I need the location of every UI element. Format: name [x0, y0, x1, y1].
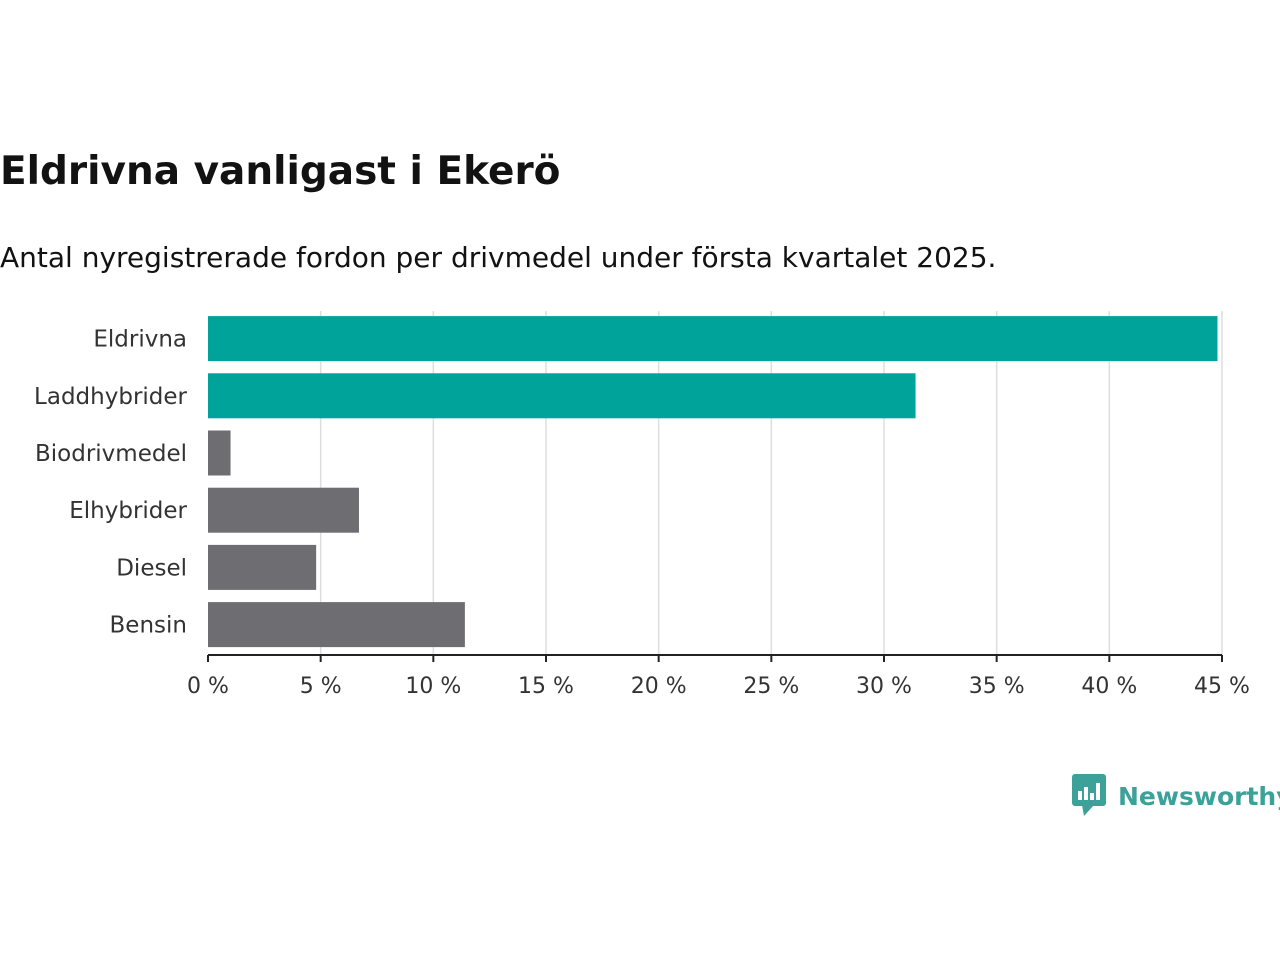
chart-title: Eldrivna vanligast i Ekerö — [0, 149, 561, 194]
category-label: Laddhybrider — [34, 384, 187, 410]
brand-name: Newsworthy — [1118, 781, 1280, 811]
newsworthy-logo[interactable]: Newsworthy — [1072, 774, 1280, 818]
x-tick-label: 45 % — [1194, 674, 1250, 699]
x-tick-label: 5 % — [300, 674, 342, 699]
category-labels: Eldrivna Laddhybrider Biodrivmedel Elhybrid… — [34, 327, 187, 639]
category-label: Bensin — [110, 613, 187, 639]
newsworthy-bar-chart-logo-icon — [1072, 774, 1106, 816]
chart-subtitle: Antal nyregistrerade fordon per drivmede… — [0, 241, 997, 274]
x-tick-label: 30 % — [856, 674, 912, 699]
bar-biodrivmedel — [208, 430, 231, 476]
x-axis: 0 % 5 % 10 % 15 % 20 % 25 % 30 % 35 % 40 % 45 % — [187, 654, 1250, 699]
category-label: Diesel — [116, 555, 187, 581]
bar-eldrivna — [208, 316, 1218, 362]
x-tick-label: 20 % — [631, 674, 687, 699]
x-tick-label: 35 % — [969, 674, 1025, 699]
bars — [208, 316, 1218, 648]
category-label: Elhybrider — [69, 498, 187, 524]
bar-chart: Eldrivna Laddhybrider Biodrivmedel Elhybrid… — [34, 311, 1250, 699]
bar-elhybrider — [208, 487, 359, 533]
x-tick-label: 10 % — [405, 674, 461, 699]
category-label: Eldrivna — [93, 327, 187, 353]
gridlines — [319, 311, 1223, 655]
bar-diesel — [208, 544, 317, 590]
bar-bensin — [208, 602, 465, 648]
x-tick-label: 15 % — [518, 674, 574, 699]
bar-laddhybrider — [208, 373, 916, 419]
x-tick-label: 0 % — [187, 674, 229, 699]
x-tick-label: 40 % — [1081, 674, 1137, 699]
x-tick-label: 25 % — [743, 674, 799, 699]
category-label: Biodrivmedel — [35, 441, 187, 467]
